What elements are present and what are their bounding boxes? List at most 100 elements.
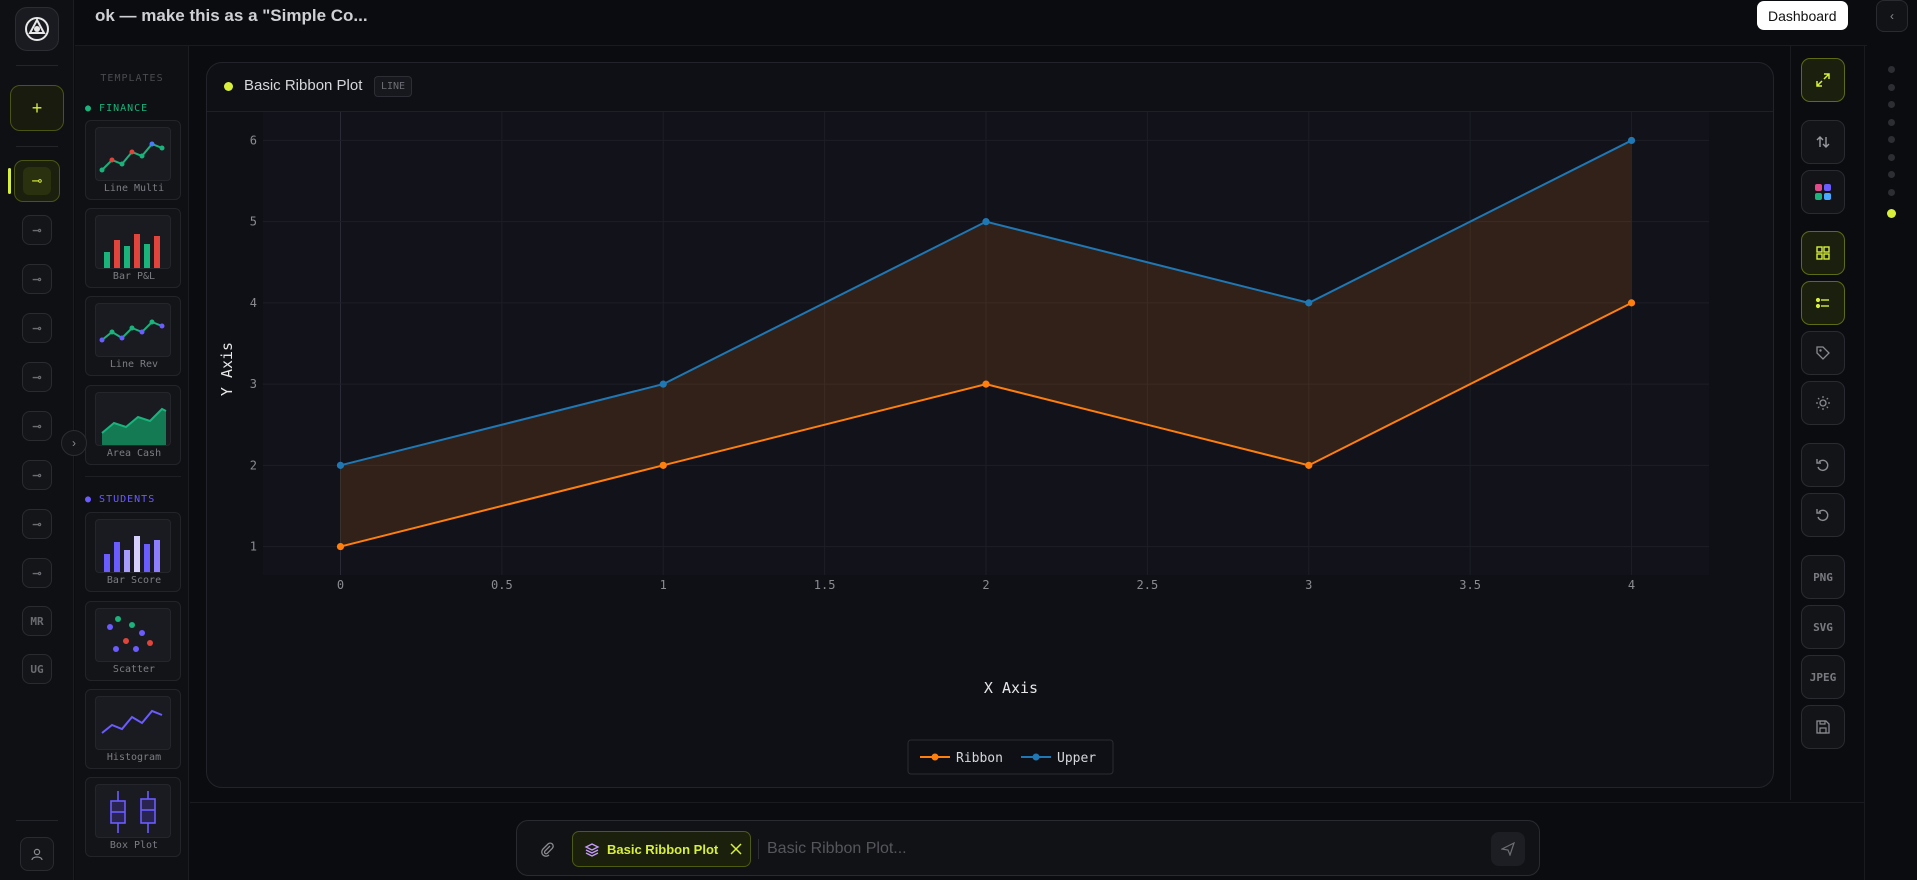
page-dot[interactable] xyxy=(1888,153,1895,161)
template-line-rev[interactable]: Line Rev xyxy=(85,296,181,376)
x-tick-label: 2.5 xyxy=(1137,578,1159,592)
page-dot[interactable] xyxy=(1888,188,1895,196)
key-icon: ⊸ xyxy=(32,420,42,433)
swap-axes-button[interactable] xyxy=(1801,120,1845,164)
rail-item[interactable]: ⊸ xyxy=(22,460,52,490)
data-point-upper[interactable] xyxy=(659,380,667,388)
page-dot[interactable] xyxy=(1888,66,1895,73)
app-logo[interactable] xyxy=(15,7,59,51)
page-dot[interactable] xyxy=(1888,101,1895,108)
template-label: Scatter xyxy=(112,664,156,675)
reset-icon xyxy=(1816,509,1829,522)
selected-template-chip[interactable]: Basic Ribbon Plot xyxy=(572,831,751,867)
rail-item[interactable]: ⊸ xyxy=(22,313,52,343)
legend-label[interactable]: Upper xyxy=(1057,751,1096,766)
attach-button[interactable] xyxy=(535,837,559,861)
page-dot-active[interactable] xyxy=(1887,209,1896,218)
theme-button[interactable] xyxy=(1801,381,1845,425)
chart-grid xyxy=(263,112,1709,575)
y-tick-label: 4 xyxy=(250,296,257,310)
page-dot[interactable] xyxy=(1888,83,1895,91)
expand-icon xyxy=(1816,73,1830,87)
export-jpeg-button[interactable]: JPEG xyxy=(1801,655,1845,699)
grid-toggle-button[interactable] xyxy=(1801,231,1845,275)
data-point-ribbon[interactable] xyxy=(1305,461,1313,469)
color-palette-button[interactable] xyxy=(1801,170,1845,214)
send-button[interactable] xyxy=(1491,832,1525,866)
rail-item[interactable]: ⊸ xyxy=(22,215,52,245)
page-dot[interactable] xyxy=(1888,171,1895,178)
template-area-cash[interactable]: Area Cash xyxy=(85,385,181,465)
key-icon: ⊸ xyxy=(32,518,42,531)
x-tick-label: 3 xyxy=(1305,578,1312,592)
profile-button[interactable] xyxy=(20,837,54,871)
data-point-upper[interactable] xyxy=(982,218,990,226)
group-label: STUDENTS xyxy=(99,494,156,505)
bar-chart-icon xyxy=(95,215,171,269)
chart-card: Basic Ribbon Plot LINE 0 0.5 1 1.5 2 2.5 3 3.5 4… xyxy=(206,62,1774,788)
bar-chart-icon xyxy=(95,519,171,573)
key-icon: ⊸ xyxy=(32,322,42,335)
page-dot[interactable] xyxy=(1888,118,1895,126)
rail-item[interactable]: ⊸ xyxy=(22,509,52,539)
save-icon xyxy=(1816,720,1830,734)
data-point-ribbon[interactable] xyxy=(336,542,345,551)
legend-toggle-button[interactable] xyxy=(1801,281,1845,325)
data-point-upper[interactable] xyxy=(336,461,345,469)
rail-item-mr[interactable]: MR xyxy=(22,606,52,636)
labels-button[interactable] xyxy=(1801,331,1845,375)
undo-button[interactable] xyxy=(1801,443,1845,487)
collapse-panel-button[interactable]: ‹ xyxy=(1876,0,1908,32)
data-point-ribbon[interactable] xyxy=(1627,299,1636,307)
chip-label: Basic Ribbon Plot xyxy=(607,842,719,857)
template-box-plot[interactable]: Box Plot xyxy=(85,777,181,857)
template-scatter[interactable]: Scatter xyxy=(85,601,181,681)
ribbon-fill-area xyxy=(340,140,1632,547)
prompt-bar: Basic Ribbon Plot xyxy=(516,820,1540,876)
data-point-upper[interactable] xyxy=(1305,299,1313,307)
rail-item-ug[interactable]: UG xyxy=(22,654,52,684)
status-dot xyxy=(224,82,233,91)
page-dot[interactable] xyxy=(1888,136,1895,143)
template-label: Box Plot xyxy=(109,840,159,851)
data-point-upper[interactable] xyxy=(1627,136,1636,145)
key-icon: ⊸ xyxy=(32,273,42,286)
template-bar-pl[interactable]: Bar P&L xyxy=(85,208,181,288)
legend-icon xyxy=(1815,297,1829,309)
dashboard-button[interactable]: Dashboard xyxy=(1757,1,1848,30)
grid-icon xyxy=(1816,246,1830,260)
new-chat-button[interactable]: + xyxy=(10,85,64,131)
legend-marker xyxy=(1032,753,1040,761)
prompt-input[interactable] xyxy=(767,833,1467,865)
y-tick-label: 1 xyxy=(250,540,257,554)
legend-label[interactable]: Ribbon xyxy=(956,751,1003,766)
template-histogram[interactable]: Histogram xyxy=(85,689,181,769)
bottom-divider xyxy=(190,802,1864,803)
export-svg-button[interactable]: SVG xyxy=(1801,605,1845,649)
template-line-multi[interactable]: Line Multi xyxy=(85,120,181,200)
y-tick-label: 5 xyxy=(250,215,257,229)
swap-icon xyxy=(1816,136,1830,148)
rail-item[interactable]: ⊸ xyxy=(22,411,52,441)
x-tick-label: 0.5 xyxy=(491,578,513,592)
x-tick-label: 2 xyxy=(982,578,989,592)
template-label: Line Multi xyxy=(103,183,165,194)
data-point-ribbon[interactable] xyxy=(982,380,990,388)
export-png-button[interactable]: PNG xyxy=(1801,555,1845,599)
fullscreen-button[interactable] xyxy=(1801,58,1845,102)
template-label: Line Rev xyxy=(109,359,159,370)
logo-icon xyxy=(25,17,49,41)
rail-item-active[interactable]: ⊸ xyxy=(14,160,60,202)
expand-sidebar-button[interactable]: › xyxy=(61,430,87,456)
close-icon xyxy=(730,843,742,855)
template-bar-score[interactable]: Bar Score xyxy=(85,512,181,592)
palette-icon xyxy=(1815,184,1831,200)
data-point-ribbon[interactable] xyxy=(659,461,667,469)
rail-item[interactable]: ⊸ xyxy=(22,362,52,392)
rail-item[interactable]: ⊸ xyxy=(22,558,52,588)
remove-chip-button[interactable] xyxy=(727,839,745,859)
reset-button[interactable] xyxy=(1801,493,1845,537)
rail-item[interactable]: ⊸ xyxy=(22,264,52,294)
save-button[interactable] xyxy=(1801,705,1845,749)
x-tick-label: 1 xyxy=(660,578,667,592)
